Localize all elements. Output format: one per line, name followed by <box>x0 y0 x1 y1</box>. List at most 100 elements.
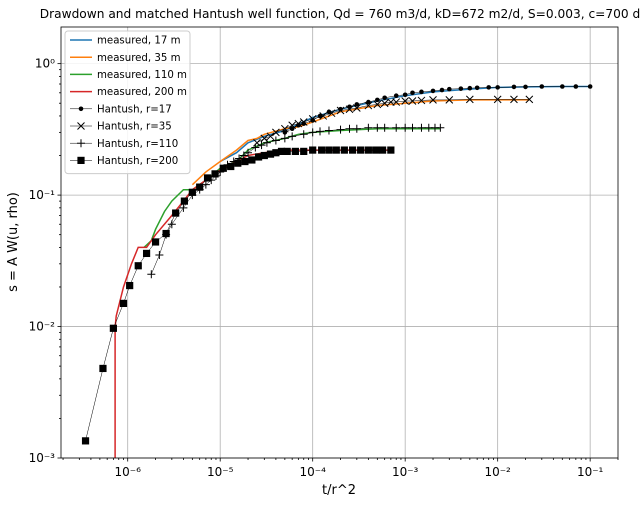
data-point <box>211 170 219 178</box>
x-axis-label: t/r^2 <box>322 483 356 498</box>
data-point <box>465 95 474 104</box>
data-point <box>392 123 401 132</box>
data-point <box>380 123 389 132</box>
data-point <box>417 96 426 105</box>
legend-label: measured, 200 m <box>97 87 187 98</box>
data-point <box>417 123 426 132</box>
data-point <box>260 151 268 160</box>
data-point <box>495 85 500 90</box>
data-point <box>332 146 340 154</box>
data-point <box>380 99 389 108</box>
data-point <box>402 92 408 98</box>
data-point <box>364 123 373 132</box>
data-point <box>539 84 545 89</box>
data-point <box>188 188 196 196</box>
data-point <box>99 364 107 373</box>
y-tick-label: 10⁰ <box>35 57 55 71</box>
data-point <box>319 112 328 120</box>
legend-marker <box>77 156 85 164</box>
data-point <box>378 146 387 154</box>
data-point <box>280 134 289 143</box>
legend-label: measured, 17 m <box>97 36 181 47</box>
data-point <box>179 203 188 212</box>
data-point <box>354 102 360 107</box>
data-point <box>251 143 260 152</box>
data-point <box>352 124 361 133</box>
plot-area: 10⁻⁶ 10⁻⁵ 10⁻⁴ 10⁻³ 10⁻² 10⁻¹ 10⁻³ 10⁻² 10⁻¹ 10⁰ m… <box>29 26 619 479</box>
data-point <box>180 197 188 205</box>
data-point <box>155 251 164 260</box>
legend-label: Hantush, r=110 <box>97 139 178 150</box>
data-point <box>299 118 308 126</box>
legend-label: measured, 35 m <box>97 53 181 64</box>
data-point <box>272 128 280 137</box>
legend-label: Hantush, r=200 <box>97 156 178 167</box>
legend: measured, 17 m measured, 35 m measured, 11… <box>64 30 191 175</box>
data-point <box>227 162 235 171</box>
data-point <box>419 89 424 95</box>
data-point <box>458 86 464 91</box>
x-tick-label: 10⁻⁵ <box>207 465 234 479</box>
legend-box <box>64 30 191 175</box>
series-line-6 <box>256 99 530 144</box>
data-point <box>336 125 345 134</box>
data-point <box>151 238 160 246</box>
data-point <box>364 146 372 154</box>
series-line-4 <box>114 149 391 458</box>
data-point <box>280 124 289 133</box>
x-tick-label: 10⁻⁶ <box>114 465 141 479</box>
data-point <box>375 97 380 103</box>
axes-frame <box>60 26 619 459</box>
data-point <box>291 147 299 155</box>
legend-label: measured, 110 m <box>97 70 187 81</box>
data-point <box>408 123 417 132</box>
legend-marker <box>78 106 84 112</box>
data-point <box>410 90 415 96</box>
data-point <box>109 324 117 332</box>
data-point <box>262 138 271 147</box>
data-point <box>266 132 275 141</box>
data-point <box>430 88 436 94</box>
data-point <box>147 270 156 279</box>
data-point <box>445 96 454 104</box>
data-point <box>467 85 473 91</box>
data-point <box>219 164 227 172</box>
data-point <box>401 123 410 132</box>
x-tick-label: 10⁻² <box>484 465 511 479</box>
data-point <box>308 115 317 123</box>
data-point <box>392 98 401 106</box>
data-point <box>272 149 280 157</box>
data-point <box>316 127 325 136</box>
data-point <box>254 153 263 161</box>
legend-marker <box>77 122 85 130</box>
data-point <box>525 95 534 104</box>
data-point <box>327 109 336 118</box>
data-point <box>126 281 134 290</box>
data-point <box>373 123 382 132</box>
data-point <box>294 119 303 128</box>
series-group <box>81 84 593 458</box>
data-point <box>357 146 365 154</box>
data-point <box>203 174 212 182</box>
data-point <box>511 84 517 90</box>
y-tick-label: 10⁻¹ <box>29 188 56 202</box>
data-point <box>587 84 593 89</box>
data-point <box>393 93 399 99</box>
data-point <box>196 183 204 191</box>
y-tick-label: 10⁻³ <box>29 451 56 465</box>
data-point <box>352 104 361 112</box>
data-point <box>300 147 308 155</box>
data-point <box>324 126 333 135</box>
x-tick-label: 10⁻⁴ <box>299 465 326 479</box>
data-point <box>282 130 288 135</box>
data-point <box>308 128 317 137</box>
data-point <box>336 106 345 115</box>
series-line-5 <box>284 86 591 133</box>
data-point <box>408 97 417 105</box>
y-tick-label: 10⁻² <box>29 320 56 334</box>
data-point <box>340 146 348 154</box>
data-point <box>364 101 373 110</box>
series-line-8 <box>85 149 391 441</box>
data-point <box>345 105 354 114</box>
data-point <box>447 86 452 92</box>
